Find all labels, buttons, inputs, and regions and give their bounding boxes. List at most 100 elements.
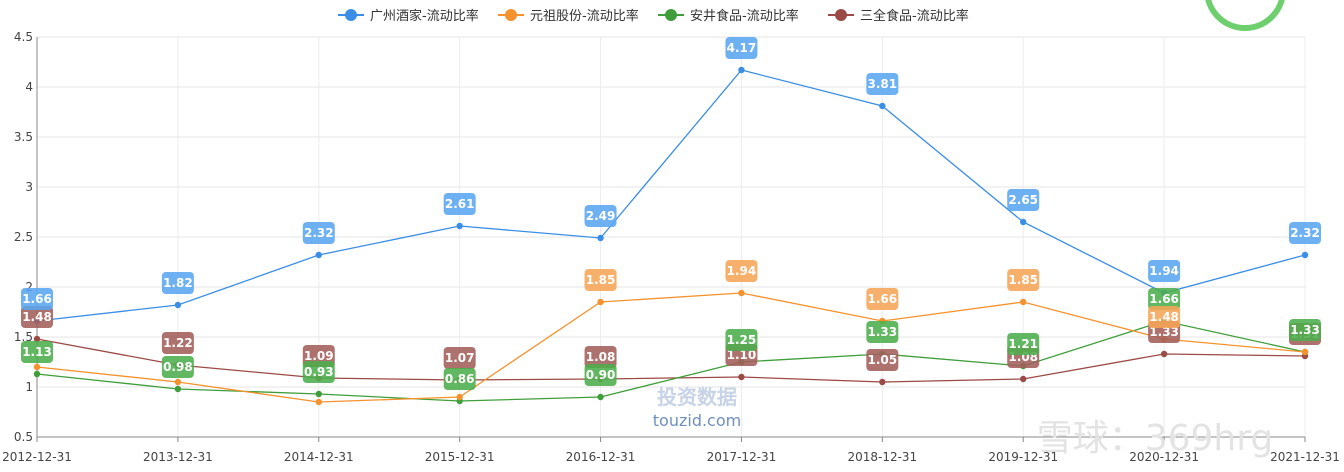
data-label-text: 0.86 bbox=[445, 372, 475, 386]
data-label-text: 0.90 bbox=[586, 368, 616, 382]
data-label-text: 2.32 bbox=[1290, 226, 1320, 240]
y-tick-label: 1.5 bbox=[14, 330, 33, 344]
data-point bbox=[33, 363, 41, 371]
data-label-text: 1.94 bbox=[727, 264, 757, 278]
data-label: 1.25 bbox=[725, 329, 758, 351]
data-label-box bbox=[21, 341, 53, 363]
data-label-box bbox=[21, 306, 53, 328]
legend-marker-icon bbox=[505, 9, 517, 21]
data-label-box bbox=[161, 272, 194, 294]
data-label: 1.66 bbox=[21, 288, 53, 310]
data-point bbox=[456, 393, 463, 401]
series-line bbox=[36, 292, 1306, 403]
y-tick-label: 2.5 bbox=[14, 230, 33, 244]
data-label-text: 1.21 bbox=[1008, 337, 1038, 351]
data-label-text: 1.85 bbox=[1008, 273, 1038, 287]
data-label-box bbox=[584, 269, 617, 291]
data-point bbox=[315, 390, 322, 398]
data-label: 1.85 bbox=[1007, 269, 1040, 291]
data-label: 2.61 bbox=[443, 193, 476, 215]
watermark-url: touzid.com bbox=[653, 411, 741, 430]
data-label: 1.33 bbox=[866, 321, 899, 343]
data-label-text: 2.32 bbox=[304, 226, 334, 240]
data-label-text: 1.09 bbox=[304, 349, 334, 363]
data-label: 1.48 bbox=[1148, 306, 1181, 328]
legend-label: 元祖股份-流动比率 bbox=[530, 8, 639, 24]
x-tick-label: 2014-12-31 bbox=[284, 450, 354, 464]
data-label: 1.94 bbox=[725, 260, 758, 282]
data-point bbox=[597, 393, 604, 401]
data-label: 1.21 bbox=[1007, 333, 1040, 355]
data-label-text: 1.33 bbox=[868, 325, 898, 339]
data-label-text: 2.65 bbox=[1008, 193, 1038, 207]
data-label: 2.49 bbox=[584, 205, 617, 227]
data-label-box bbox=[1289, 222, 1321, 244]
data-label-text: 1.82 bbox=[163, 276, 193, 290]
data-point bbox=[315, 251, 322, 259]
data-label-text: 1.05 bbox=[868, 353, 898, 367]
data-label: 1.08 bbox=[584, 346, 617, 368]
data-label-box bbox=[1148, 260, 1181, 282]
data-label: 2.32 bbox=[1289, 222, 1321, 244]
data-label-text: 0.93 bbox=[304, 365, 334, 379]
legend: 广州酒家-流动比率 元祖股份-流动比率 安井食品-流动比率 三全食品-流动比率 bbox=[338, 8, 969, 24]
data-label-text: 1.48 bbox=[1149, 310, 1179, 324]
data-label: 1.82 bbox=[161, 272, 194, 294]
data-point bbox=[174, 385, 182, 393]
data-label: 1.85 bbox=[584, 269, 617, 291]
data-label-box bbox=[866, 288, 899, 310]
data-point bbox=[1020, 375, 1027, 383]
data-label-text: 1.66 bbox=[1149, 292, 1179, 306]
axes: 0.5 1 1.5 2 2.5 3 3.5 4 4.5 2012-12-31 2013-12-31 2… bbox=[2, 30, 1340, 464]
data-label: 1.66 bbox=[866, 288, 899, 310]
data-label: 1.22 bbox=[161, 332, 194, 354]
data-label-box bbox=[161, 356, 194, 378]
legend-marker-icon bbox=[665, 9, 677, 21]
x-tick-label: 2016-12-31 bbox=[566, 450, 636, 464]
data-label: 0.93 bbox=[302, 361, 335, 383]
legend-marker-icon bbox=[835, 9, 847, 21]
series-line bbox=[36, 338, 1306, 383]
data-label-box bbox=[1007, 269, 1040, 291]
data-label-box bbox=[443, 347, 476, 369]
data-label-box bbox=[866, 73, 899, 95]
legend-marker-icon bbox=[345, 9, 357, 21]
data-point bbox=[1020, 298, 1027, 306]
data-label-box bbox=[1289, 319, 1321, 341]
data-label-box bbox=[584, 346, 617, 368]
data-point bbox=[738, 289, 745, 297]
data-point bbox=[1301, 348, 1309, 356]
data-label: 4.17 bbox=[725, 37, 758, 59]
data-label-text: 1.10 bbox=[727, 348, 757, 362]
data-point bbox=[738, 66, 745, 74]
y-tick-label: 4.5 bbox=[14, 30, 33, 44]
data-point bbox=[174, 301, 182, 309]
watermark-cn: 投资数据 bbox=[657, 385, 737, 409]
data-label-text: 1.66 bbox=[868, 292, 898, 306]
y-tick-label: 2 bbox=[25, 280, 33, 294]
data-point bbox=[315, 398, 322, 406]
legend-label: 三全食品-流动比率 bbox=[860, 8, 969, 24]
data-label-box bbox=[21, 288, 53, 310]
data-label: 1.33 bbox=[1289, 319, 1321, 341]
data-label-box bbox=[443, 193, 476, 215]
data-label-box bbox=[302, 222, 335, 244]
data-point bbox=[597, 234, 604, 242]
data-label-text: 1.85 bbox=[586, 273, 616, 287]
data-label-text: 1.07 bbox=[445, 351, 475, 365]
y-tick-label: 1 bbox=[25, 380, 33, 394]
data-label-text: 2.61 bbox=[445, 197, 475, 211]
data-label: 1.07 bbox=[443, 347, 476, 369]
data-label: 3.81 bbox=[866, 73, 899, 95]
data-label-box bbox=[725, 260, 758, 282]
data-label-text: 1.48 bbox=[22, 310, 52, 324]
data-point bbox=[879, 102, 886, 110]
grid bbox=[36, 36, 1306, 438]
data-label: 2.65 bbox=[1007, 189, 1040, 211]
data-label-text: 1.94 bbox=[1149, 264, 1179, 278]
data-label-text: 1.25 bbox=[727, 333, 757, 347]
x-tick-label: 2019-12-31 bbox=[988, 450, 1058, 464]
data-label-text: 1.33 bbox=[1149, 325, 1179, 339]
data-label: 0.98 bbox=[161, 356, 194, 378]
